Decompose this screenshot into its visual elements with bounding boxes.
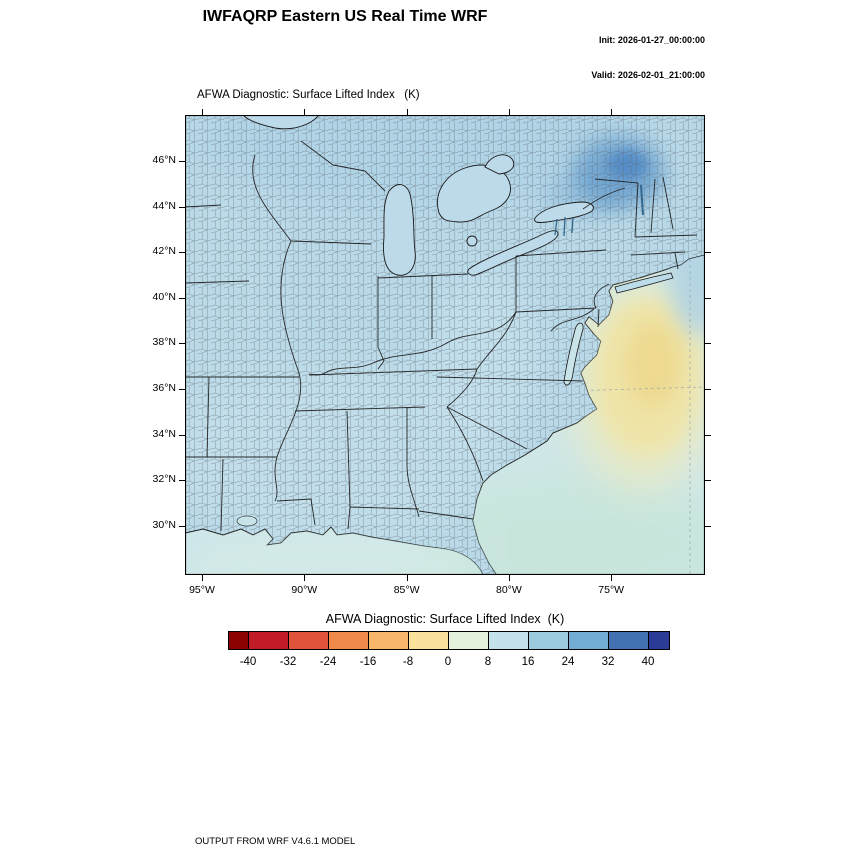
lat-tick-left: [179, 389, 185, 391]
lon-tick-label: 80°W: [495, 584, 522, 596]
lon-tick-label: 85°W: [393, 584, 420, 596]
lat-tick-right: [705, 525, 711, 527]
plot-border: [184, 114, 706, 576]
lat-tick-label: 30°N: [152, 518, 176, 531]
footer-line1: OUTPUT FROM WRF V4.6.1 MODEL: [195, 836, 356, 847]
map-title: AFWA Diagnostic: Surface Lifted Index (K…: [197, 89, 420, 101]
lat-tick-label: 42°N: [152, 245, 176, 258]
lat-tick-label: 46°N: [152, 154, 176, 166]
lat-tick-right: [705, 389, 711, 391]
lat-tick-label: 32°N: [152, 473, 176, 486]
colorbar-tick-label: -32: [279, 656, 297, 668]
lat-tick-right: [705, 297, 711, 299]
finger-lakes: [554, 184, 644, 237]
colorbar-segment: [249, 632, 289, 649]
footer: OUTPUT FROM WRF V4.6.1 MODEL WE = 310 ; …: [195, 809, 569, 850]
valid-time: Valid: 2026-02-01_21:00:00: [591, 69, 705, 80]
lat-tick-label: 44°N: [152, 199, 176, 212]
colorbar-tick-label: 24: [561, 656, 575, 668]
model-times: Init: 2026-01-27_00:00:00 Valid: 2026-02…: [455, 12, 705, 104]
colorbar-tick-label: 0: [444, 656, 452, 668]
lat-tick-label: 38°N: [152, 336, 176, 349]
map-plot: [165, 85, 706, 576]
lon-tick-top: [202, 109, 203, 115]
lat-tick-right: [705, 480, 711, 482]
lon-tick-top: [508, 109, 510, 115]
colorbar-tick-label: -24: [319, 656, 337, 668]
great-lakes: [241, 114, 594, 276]
colorbar-title: AFWA Diagnostic: Surface Lifted Index (K…: [325, 612, 565, 626]
lon-tick-label: 75°W: [598, 584, 625, 596]
colorbar-segment: [289, 632, 329, 649]
lat-tick-label: 36°N: [152, 382, 176, 395]
colorbar-tick-label: -40: [239, 656, 257, 668]
map-canvas: [165, 85, 706, 576]
lon-tick-bottom: [508, 575, 510, 581]
lat-tick-left: [179, 206, 185, 208]
lat-tick-right: [705, 343, 711, 345]
lon-tick-top: [304, 109, 306, 115]
lon-tick-label: 90°W: [291, 584, 318, 596]
colorbar-tick-label: 8: [484, 656, 492, 668]
lat-tick-left: [179, 434, 185, 436]
colorbar-segment: [489, 632, 529, 649]
lon-tick-top: [611, 109, 613, 115]
colorbar-segment: [609, 632, 649, 649]
lat-tick-right: [705, 252, 711, 254]
page-title: IWFAQRP Eastern US Real Time WRF: [202, 8, 488, 25]
colorbar-segment: [449, 632, 489, 649]
lat-tick-left: [179, 297, 185, 299]
init-time: Init: 2026-01-27_00:00:00: [598, 35, 705, 45]
lat-tick-left: [179, 480, 185, 482]
lat-tick-label: 34°N: [152, 427, 176, 440]
lon-tick-bottom: [202, 575, 203, 581]
lat-tick-left: [179, 161, 185, 162]
colorbar-tick-label: -16: [359, 656, 377, 668]
colorbar-segment: [529, 632, 569, 649]
colorbar-tick-label: 32: [601, 656, 615, 668]
lat-tick-right: [705, 206, 711, 208]
lon-tick-bottom: [304, 575, 306, 581]
colorbar: [228, 631, 670, 650]
colorbar-segment: [229, 632, 249, 649]
lat-tick-right: [705, 161, 711, 162]
colorbar-segment: [409, 632, 449, 649]
lat-tick-label: 40°N: [152, 290, 176, 303]
colorbar-tick-label: -8: [402, 656, 414, 668]
state-borders: [184, 140, 698, 532]
colorbar-segment: [329, 632, 369, 649]
colorbar-tick-label: 40: [641, 656, 655, 668]
lon-tick-top: [406, 109, 408, 115]
bays: [236, 322, 584, 527]
long-island: [614, 272, 674, 294]
lat-tick-left: [179, 343, 185, 345]
colorbar-tick-label: 16: [521, 656, 535, 668]
lon-tick-bottom: [406, 575, 408, 581]
lat-tick-left: [179, 525, 185, 527]
colorbar-segment: [569, 632, 609, 649]
ocean-shading: [195, 255, 705, 575]
lat-tick-right: [705, 434, 711, 436]
lon-tick-bottom: [611, 575, 613, 581]
colorbar-segment: [369, 632, 409, 649]
lon-tick-label: 95°W: [189, 584, 215, 596]
lat-tick-left: [179, 252, 185, 254]
colorbar-segment: [649, 632, 669, 649]
